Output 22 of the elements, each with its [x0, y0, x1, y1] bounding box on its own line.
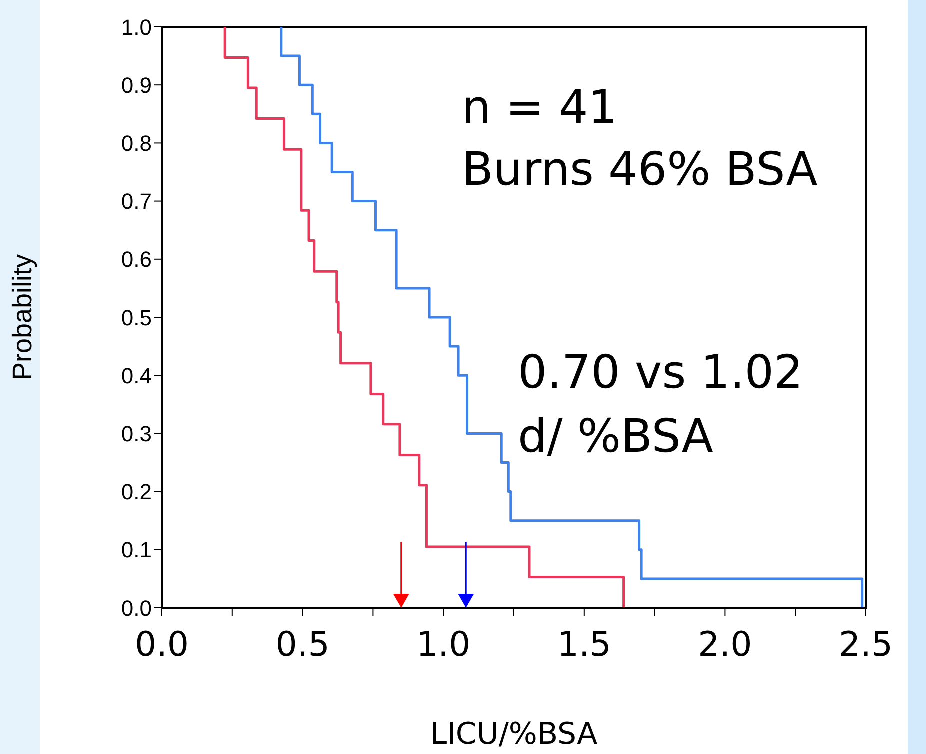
x-tick-label: 2.0 [698, 625, 752, 666]
y-tick-label: 0.7 [121, 189, 152, 214]
y-tick-label: 0.2 [121, 480, 152, 505]
x-axis-title: LICU/%BSA [430, 717, 598, 752]
annotation: d/ %BSA [518, 408, 714, 465]
y-tick-label: 0.0 [121, 596, 152, 621]
y-tick-label: 0.8 [121, 131, 152, 156]
y-tick-label: 0.5 [121, 305, 152, 330]
y-tick-label: 1.0 [121, 14, 152, 40]
x-tick-label: 2.5 [838, 625, 894, 666]
annotation: 0.70 vs 1.02 [518, 344, 804, 401]
annotation: n = 41 [462, 79, 618, 136]
y-tick-label: 0.1 [121, 538, 152, 563]
x-tick-label: 0.5 [276, 625, 330, 666]
y-axis-title: Probability [8, 254, 38, 381]
annotation: Burns 46% BSA [462, 141, 818, 198]
x-tick-label: 1.5 [557, 625, 612, 666]
y-tick-label: 0.3 [121, 422, 152, 447]
x-tick-label: 1.0 [416, 625, 471, 666]
y-tick-label: 0.6 [121, 247, 152, 272]
y-tick-label: 0.4 [121, 363, 152, 388]
y-tick-label: 0.9 [121, 72, 152, 98]
